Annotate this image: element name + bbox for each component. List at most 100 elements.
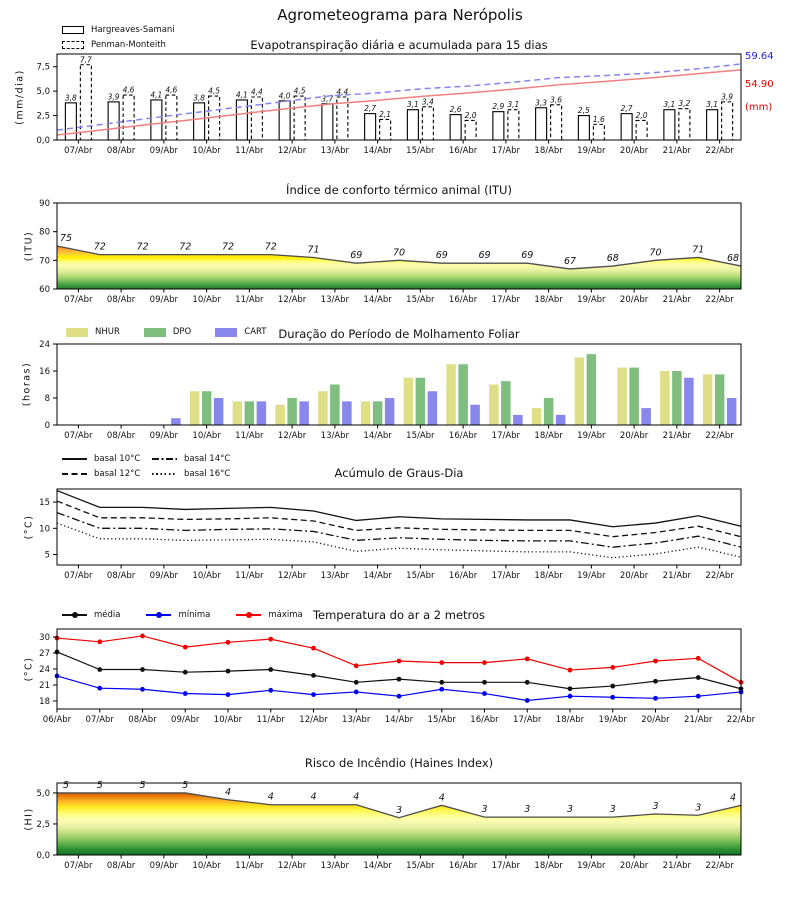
graus-title: Acúmulo de Graus-Dia — [334, 466, 464, 480]
svg-text:19/Abr: 19/Abr — [577, 146, 606, 156]
temp-y-axis-label: (°C) — [23, 656, 35, 682]
legend-item-nhur: NHUR — [66, 327, 120, 337]
svg-text:12/Abr: 12/Abr — [299, 715, 328, 725]
svg-text:3,3: 3,3 — [535, 98, 547, 107]
legend-label: CART — [244, 327, 267, 337]
svg-text:07/Abr: 07/Abr — [86, 715, 115, 725]
svg-text:22/Abr: 22/Abr — [705, 295, 734, 305]
svg-text:15/Abr: 15/Abr — [406, 295, 435, 305]
svg-text:4,6: 4,6 — [165, 86, 177, 95]
svg-text:12/Abr: 12/Abr — [278, 861, 307, 871]
legend-item-basal16: basal 16°C — [152, 469, 230, 479]
svg-text:3: 3 — [695, 802, 701, 813]
graus-legend-col2: basal 14°C basal 16°C — [152, 454, 230, 479]
legend-label: basal 14°C — [184, 454, 231, 464]
svg-text:3,8: 3,8 — [65, 93, 77, 102]
svg-text:68: 68 — [727, 253, 739, 264]
svg-text:10/Abr: 10/Abr — [192, 146, 221, 156]
dpo-swatch-icon — [143, 327, 166, 337]
svg-text:5: 5 — [139, 780, 145, 791]
svg-text:09/Abr: 09/Abr — [171, 715, 200, 725]
svg-text:2,5: 2,5 — [36, 820, 50, 830]
svg-text:14/Abr: 14/Abr — [385, 715, 414, 725]
svg-text:19/Abr: 19/Abr — [577, 571, 606, 581]
haines-y-axis-label: (HI) — [23, 807, 35, 831]
legend-item-basal10: basal 10°C — [62, 454, 140, 464]
svg-text:18/Abr: 18/Abr — [534, 861, 563, 871]
svg-text:22/Abr: 22/Abr — [705, 861, 734, 871]
svg-text:13/Abr: 13/Abr — [321, 571, 350, 581]
svg-text:3: 3 — [610, 804, 616, 815]
svg-text:14/Abr: 14/Abr — [363, 295, 392, 305]
svg-text:70: 70 — [649, 247, 661, 258]
svg-text:17/Abr: 17/Abr — [513, 715, 542, 725]
hargreaves-accumulated-total: 54.90 — [745, 79, 774, 90]
svg-text:10: 10 — [39, 524, 50, 534]
svg-text:3,7: 3,7 — [321, 94, 333, 103]
svg-text:4,5: 4,5 — [294, 87, 306, 96]
svg-text:18/Abr: 18/Abr — [534, 571, 563, 581]
svg-text:5: 5 — [45, 551, 50, 561]
svg-text:11/Abr: 11/Abr — [235, 571, 264, 581]
temp-title: Temperatura do ar a 2 metros — [312, 608, 486, 622]
svg-text:17/Abr: 17/Abr — [492, 861, 521, 871]
legend-item-penman: Penman-Monteith — [62, 40, 175, 50]
dashdot-line-legend-icon — [152, 458, 177, 460]
svg-text:09/Abr: 09/Abr — [150, 295, 179, 305]
svg-text:13/Abr: 13/Abr — [321, 146, 350, 156]
svg-text:75: 75 — [60, 233, 72, 244]
svg-text:17/Abr: 17/Abr — [492, 431, 521, 441]
svg-text:3,1: 3,1 — [706, 100, 718, 109]
svg-text:4,5: 4,5 — [208, 87, 220, 96]
svg-text:24: 24 — [39, 665, 50, 675]
svg-text:20/Abr: 20/Abr — [620, 146, 649, 156]
solid-bar-legend-icon — [62, 26, 84, 34]
svg-text:20/Abr: 20/Abr — [620, 431, 649, 441]
svg-text:17/Abr: 17/Abr — [492, 571, 521, 581]
svg-text:3: 3 — [481, 804, 487, 815]
svg-text:21/Abr: 21/Abr — [663, 861, 692, 871]
svg-text:21/Abr: 21/Abr — [663, 571, 692, 581]
svg-text:0,0: 0,0 — [36, 851, 50, 861]
svg-text:2,7: 2,7 — [621, 104, 633, 113]
svg-text:08/Abr: 08/Abr — [107, 295, 136, 305]
svg-text:2,0: 2,0 — [636, 111, 648, 120]
svg-text:4,0: 4,0 — [279, 91, 291, 100]
svg-text:19/Abr: 19/Abr — [577, 295, 606, 305]
evapo-plot: 3,8 3,9 4,1 3,8 4,1 4,0 3,7 2,7 3,1 2,6 2,9 3,3 2,5 2… — [36, 53, 742, 156]
svg-text:71: 71 — [692, 244, 704, 255]
svg-text:16/Abr: 16/Abr — [449, 571, 478, 581]
svg-text:7,7: 7,7 — [80, 55, 92, 64]
svg-text:11/Abr: 11/Abr — [235, 431, 264, 441]
svg-text:13/Abr: 13/Abr — [342, 715, 371, 725]
svg-text:16/Abr: 16/Abr — [449, 861, 478, 871]
svg-text:2,6: 2,6 — [450, 105, 462, 114]
minima-dot-icon — [155, 612, 162, 618]
svg-text:18: 18 — [39, 697, 50, 707]
svg-text:18/Abr: 18/Abr — [556, 715, 585, 725]
graus-y-axis-label: (°C) — [23, 514, 35, 540]
svg-text:69: 69 — [436, 250, 448, 261]
svg-text:5: 5 — [97, 780, 103, 791]
svg-text:15/Abr: 15/Abr — [406, 571, 435, 581]
legend-item-cart: CART — [215, 327, 267, 337]
evapo-legend: Hargreaves-Samani Penman-Monteith — [62, 25, 175, 50]
svg-text:16/Abr: 16/Abr — [449, 431, 478, 441]
svg-text:13/Abr: 13/Abr — [321, 295, 350, 305]
svg-text:19/Abr: 19/Abr — [577, 431, 606, 441]
svg-text:30: 30 — [39, 633, 50, 643]
svg-text:80: 80 — [39, 228, 50, 238]
svg-text:10/Abr: 10/Abr — [192, 295, 221, 305]
svg-text:09/Abr: 09/Abr — [150, 146, 179, 156]
svg-text:3: 3 — [396, 805, 402, 816]
svg-text:10/Abr: 10/Abr — [192, 861, 221, 871]
minima-line-legend-icon — [146, 612, 172, 618]
svg-text:3,9: 3,9 — [721, 92, 733, 101]
accumulated-axis-unit: (mm) — [745, 102, 773, 113]
svg-text:5: 5 — [63, 780, 69, 791]
svg-text:72: 72 — [179, 242, 191, 253]
svg-text:72: 72 — [94, 242, 106, 253]
svg-text:5,0: 5,0 — [36, 87, 50, 97]
svg-text:20/Abr: 20/Abr — [620, 295, 649, 305]
svg-text:4,4: 4,4 — [251, 88, 263, 97]
